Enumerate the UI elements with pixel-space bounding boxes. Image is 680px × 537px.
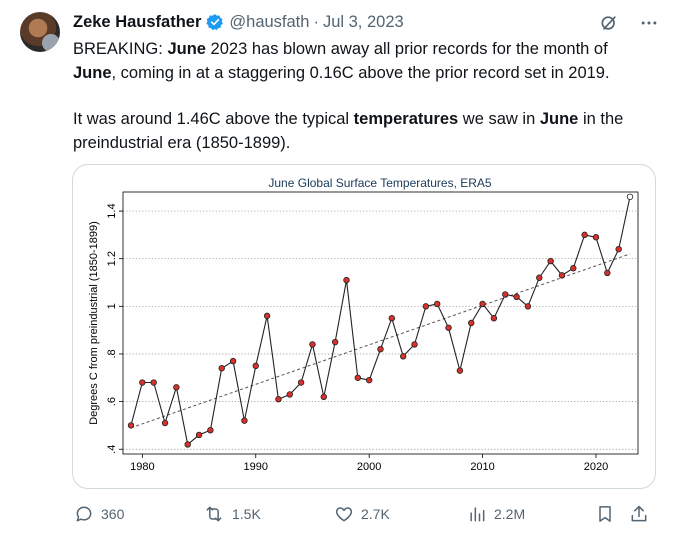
data-point [547, 257, 554, 265]
reply-button[interactable]: 360 [74, 500, 124, 528]
data-point [161, 419, 169, 427]
y-tick-label: .8 [106, 349, 118, 358]
data-point [558, 272, 566, 279]
data-point [490, 315, 498, 322]
repost-icon [203, 504, 225, 524]
x-tick-label: 1990 [244, 461, 268, 473]
data-point [252, 362, 259, 370]
data-point [479, 300, 486, 308]
data-point [173, 384, 180, 391]
separator-dot: · [313, 12, 319, 31]
share-button[interactable] [629, 500, 649, 528]
data-point [524, 303, 532, 310]
data-point [286, 391, 293, 398]
series-path [130, 196, 631, 446]
like-button[interactable]: 2.7K [334, 500, 390, 528]
author-name[interactable]: Zeke Hausfather [73, 12, 202, 31]
bookmark-button[interactable] [595, 500, 615, 528]
data-point [354, 374, 362, 381]
data-point [195, 431, 203, 439]
views-count: 2.2M [494, 506, 526, 522]
data-point [445, 324, 452, 331]
data-point [150, 379, 157, 386]
data-point [207, 426, 214, 434]
data-point [581, 231, 588, 239]
views-button[interactable]: 2.2M [467, 500, 525, 528]
repost-button[interactable]: 1.5K [203, 500, 261, 528]
data-point [139, 379, 146, 386]
y-tick-label: .4 [106, 445, 118, 454]
data-point [615, 245, 622, 253]
data-point [570, 265, 577, 272]
bookmark-icon [595, 504, 615, 524]
data-point [218, 365, 225, 372]
grok-icon[interactable] [598, 12, 620, 34]
y-axis-label: Degrees C from preindustrial (1850-1899) [88, 221, 100, 425]
chart: June Global Surface Temperatures, ERA5 D… [87, 170, 642, 482]
data-point [626, 193, 634, 200]
trend-line-path [130, 253, 631, 429]
data-point [309, 341, 316, 348]
trend-line [130, 253, 631, 429]
author-handle[interactable]: @hausfath [229, 12, 310, 31]
data-point [434, 300, 441, 308]
data-point [297, 379, 305, 386]
data-point [263, 312, 271, 320]
verified-badge-icon [206, 13, 224, 31]
axes: .4 .6 .8 1 1.2 1.4 1980 1990 2000 2010 2020 [106, 203, 608, 473]
series-line [130, 196, 631, 446]
data-point [536, 274, 543, 281]
data-point [229, 357, 237, 365]
data-point [377, 345, 384, 353]
data-point [388, 315, 396, 322]
reply-icon [74, 504, 94, 524]
x-tick-label: 2020 [584, 461, 608, 473]
data-point [343, 276, 350, 284]
data-points [127, 193, 634, 448]
tweet-header: Zeke Hausfather @hausfath · Jul 3, 2023 [73, 10, 404, 34]
data-point [513, 293, 520, 300]
data-point [275, 396, 282, 403]
like-count: 2.7K [361, 506, 390, 522]
data-point [399, 353, 407, 360]
data-point [411, 341, 418, 348]
media-card[interactable]: June Global Surface Temperatures, ERA5 D… [72, 164, 656, 489]
top-icons [598, 12, 660, 34]
more-icon[interactable] [638, 12, 660, 34]
data-point [456, 367, 464, 374]
data-point [604, 269, 611, 277]
tweet-text: BREAKING: June 2023 has blown away all p… [73, 38, 653, 178]
data-point [502, 291, 509, 298]
reply-count: 360 [101, 506, 125, 522]
x-tick-label: 2000 [357, 461, 381, 473]
y-tick-label: .6 [106, 397, 118, 406]
data-point [365, 376, 373, 384]
tweet-date[interactable]: Jul 3, 2023 [322, 12, 404, 31]
avatar[interactable] [20, 12, 60, 52]
data-point [422, 303, 430, 310]
chart-title: June Global Surface Temperatures, ERA5 [268, 176, 492, 190]
tweet-paragraph-1: BREAKING: June 2023 has blown away all p… [73, 40, 610, 82]
data-point [320, 393, 327, 401]
data-point [468, 319, 475, 327]
temperature-chart: June Global Surface Temperatures, ERA5 D… [88, 176, 639, 473]
y-tick-label: 1 [106, 303, 118, 309]
x-tick-label: 1980 [130, 461, 154, 473]
heart-icon [334, 504, 354, 524]
repost-count: 1.5K [232, 506, 261, 522]
x-tick-label: 2010 [470, 461, 494, 473]
y-tick-label: 1.4 [106, 203, 118, 218]
data-point [592, 234, 600, 241]
share-icon [629, 504, 649, 524]
data-point [331, 338, 339, 346]
views-icon [467, 504, 487, 524]
data-point [127, 422, 135, 429]
y-tick-label: 1.2 [106, 251, 118, 266]
tweet-paragraph-2: It was around 1.46C above the typical te… [73, 110, 624, 152]
data-point [184, 441, 191, 448]
action-bar: 360 1.5K 2.7K 2.2M [72, 500, 654, 528]
plot-frame [122, 191, 639, 455]
grid-lines [123, 210, 638, 450]
data-point [241, 417, 248, 424]
